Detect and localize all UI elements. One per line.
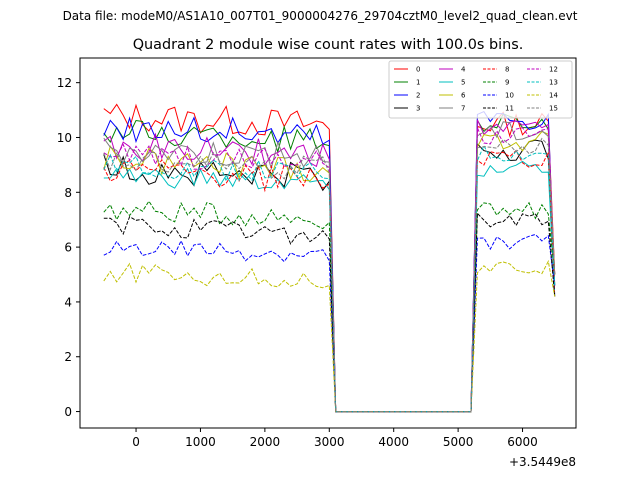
series-line-7 — [103, 121, 556, 413]
x-offset-label: +3.5449e8 — [509, 455, 576, 469]
series-line-5 — [103, 160, 556, 413]
x-tick-label: 3000 — [314, 435, 345, 449]
y-tick-label: 6 — [64, 241, 72, 255]
x-tick-label: 1000 — [185, 435, 216, 449]
series-line-10 — [103, 233, 556, 413]
y-tick-label: 10 — [57, 131, 72, 145]
y-tick-label: 2 — [64, 350, 72, 364]
series-line-11 — [103, 212, 556, 413]
legend-label-12: 12 — [549, 66, 558, 74]
x-tick-label: 6000 — [507, 435, 538, 449]
chart-suptitle: Data file: modeM0/AS1A10_007T01_90000042… — [63, 9, 578, 23]
series-line-14 — [103, 259, 556, 413]
series-layer — [103, 103, 556, 413]
legend-label-9: 9 — [505, 79, 509, 87]
legend-label-15: 15 — [549, 105, 558, 113]
legend-label-11: 11 — [505, 105, 514, 113]
legend-label-13: 13 — [549, 79, 558, 87]
legend-label-5: 5 — [461, 79, 465, 87]
y-tick-label: 4 — [64, 295, 72, 309]
series-line-6 — [103, 130, 556, 413]
plot-frame — [79, 57, 577, 429]
series-line-9 — [103, 200, 556, 413]
legend-label-8: 8 — [505, 66, 509, 74]
legend-label-4: 4 — [461, 66, 466, 74]
series-line-15 — [103, 137, 556, 413]
x-tick-label: 4000 — [378, 435, 409, 449]
y-tick-label: 12 — [57, 76, 72, 90]
y-tick-label: 8 — [64, 186, 72, 200]
x-tick-label: 5000 — [443, 435, 474, 449]
chart-title: Quadrant 2 module wise count rates with … — [133, 37, 524, 53]
legend-label-10: 10 — [505, 92, 514, 100]
legend-label-7: 7 — [461, 105, 465, 113]
legend-label-6: 6 — [461, 92, 466, 100]
legend-label-3: 3 — [416, 105, 420, 113]
x-tick-label: 0 — [132, 435, 140, 449]
legend-label-0: 0 — [416, 66, 420, 74]
series-line-13 — [103, 144, 556, 413]
legend-frame — [388, 60, 573, 119]
legend-label-1: 1 — [416, 79, 420, 87]
x-tick-label: 2000 — [250, 435, 281, 449]
legend-label-2: 2 — [416, 92, 420, 100]
legend-label-14: 14 — [549, 92, 558, 100]
y-tick-label: 0 — [64, 405, 72, 419]
series-line-8 — [103, 149, 556, 413]
